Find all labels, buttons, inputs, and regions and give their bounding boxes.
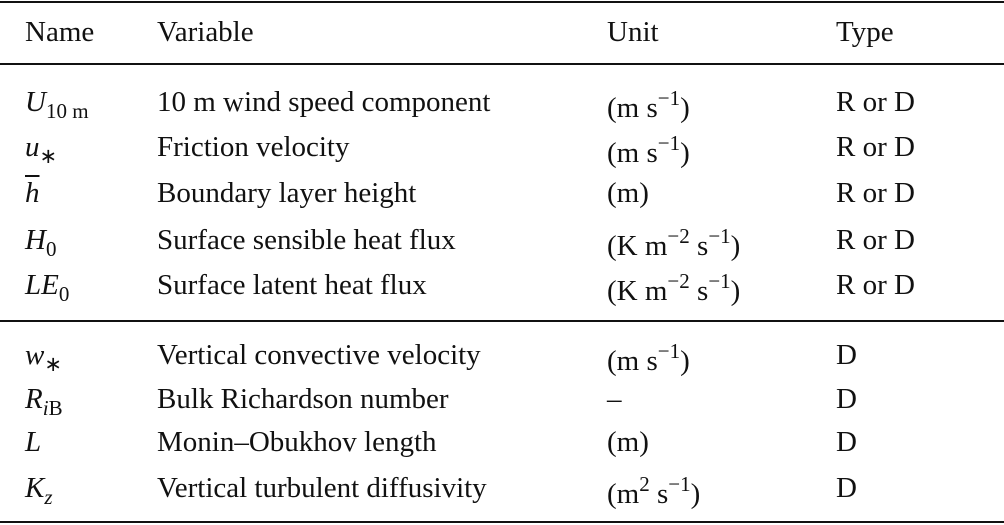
unit-cell: (m s−1) xyxy=(607,341,690,376)
name-cell: u∗ xyxy=(25,133,57,167)
text-run: R xyxy=(25,383,43,415)
text-run: −1 xyxy=(657,86,681,110)
unit-cell: (m s−1) xyxy=(607,88,690,123)
text-run: ) xyxy=(690,478,701,510)
text-run: −1 xyxy=(708,224,731,248)
name-cell: RiB xyxy=(25,385,63,419)
variable-cell: Vertical convective velocity xyxy=(157,339,481,371)
variable-cell: Vertical turbulent diffusivity xyxy=(157,472,487,504)
text-run: z xyxy=(44,485,53,509)
text-run: w xyxy=(25,339,45,371)
variable-cell: Boundary layer height xyxy=(157,177,417,209)
type-cell: R or D xyxy=(836,131,915,163)
bottom-rule xyxy=(0,521,1004,523)
text-run: LE xyxy=(25,269,59,301)
group-rule xyxy=(0,320,1004,322)
variable-cell: Surface latent heat flux xyxy=(157,269,427,301)
text-run: ) xyxy=(680,345,690,377)
type-cell: R or D xyxy=(836,177,915,209)
type-cell: Type xyxy=(836,16,894,48)
type-cell: D xyxy=(836,426,857,458)
unit-cell: (K m−2 s−1) xyxy=(607,226,740,261)
name-cell: w∗ xyxy=(25,341,62,375)
text-run: B xyxy=(48,396,63,420)
text-run: u xyxy=(25,131,40,163)
text-run: ) xyxy=(730,230,741,262)
name-cell: Name xyxy=(25,16,95,48)
text-run: U xyxy=(25,86,46,118)
text-run: −1 xyxy=(657,339,681,363)
text-run: (K m xyxy=(607,275,668,307)
text-run: – xyxy=(607,383,622,415)
text-run: (m xyxy=(607,478,640,510)
unit-cell: Unit xyxy=(607,16,659,48)
name-cell: LE0 xyxy=(25,271,69,305)
text-run: K xyxy=(25,472,45,504)
type-cell: R or D xyxy=(836,269,915,301)
text-run: (m s xyxy=(607,92,658,124)
variable-cell: Variable xyxy=(157,16,254,48)
name-cell: L xyxy=(25,428,41,457)
text-run: (m) xyxy=(607,426,649,458)
variable-cell: Surface sensible heat flux xyxy=(157,224,456,256)
text-run: −1 xyxy=(668,472,691,496)
text-run: ) xyxy=(680,137,690,169)
unit-cell: (m) xyxy=(607,428,649,457)
text-run: i xyxy=(42,396,49,420)
text-run: ) xyxy=(680,92,690,124)
text-run: −2 xyxy=(667,269,690,293)
text-run: s xyxy=(689,230,709,262)
text-run: 0 xyxy=(58,282,70,306)
name-cell: h xyxy=(25,179,40,208)
text-run: s xyxy=(689,275,709,307)
text-run: L xyxy=(25,426,42,458)
variable-cell: Friction velocity xyxy=(157,131,350,163)
unit-cell: (m s−1) xyxy=(607,133,690,168)
type-cell: R or D xyxy=(836,224,915,256)
unit-cell: (m) xyxy=(607,179,649,208)
text-run: h xyxy=(25,177,40,209)
text-run: 10 m xyxy=(45,99,89,123)
text-run: ∗ xyxy=(44,352,62,376)
unit-cell: – xyxy=(607,385,622,414)
type-cell: R or D xyxy=(836,86,915,118)
text-run: (m s xyxy=(607,345,658,377)
text-run: 2 xyxy=(639,472,650,496)
text-run: −1 xyxy=(657,131,681,155)
text-run: ) xyxy=(730,275,741,307)
variable-cell: 10 m wind speed component xyxy=(157,86,491,118)
unit-cell: (K m−2 s−1) xyxy=(607,271,740,306)
type-cell: D xyxy=(836,472,857,504)
text-run: (m) xyxy=(607,177,649,209)
variable-cell: Bulk Richardson number xyxy=(157,383,449,415)
type-cell: D xyxy=(836,339,857,371)
type-cell: D xyxy=(836,383,857,415)
text-run: −1 xyxy=(708,269,731,293)
variable-cell: Monin–Obukhov length xyxy=(157,426,437,458)
unit-cell: (m2 s−1) xyxy=(607,474,700,509)
top-rule xyxy=(0,1,1004,3)
text-run: −2 xyxy=(667,224,690,248)
text-run: (m s xyxy=(607,137,658,169)
name-cell: U10 m xyxy=(25,88,89,122)
text-run: 0 xyxy=(45,237,57,261)
name-cell: H0 xyxy=(25,226,56,260)
header-rule xyxy=(0,63,1004,65)
text-run: (K m xyxy=(607,230,668,262)
text-run: s xyxy=(649,478,669,510)
text-run: ∗ xyxy=(39,144,58,168)
name-cell: Kz xyxy=(25,474,53,508)
text-run: H xyxy=(25,224,46,256)
